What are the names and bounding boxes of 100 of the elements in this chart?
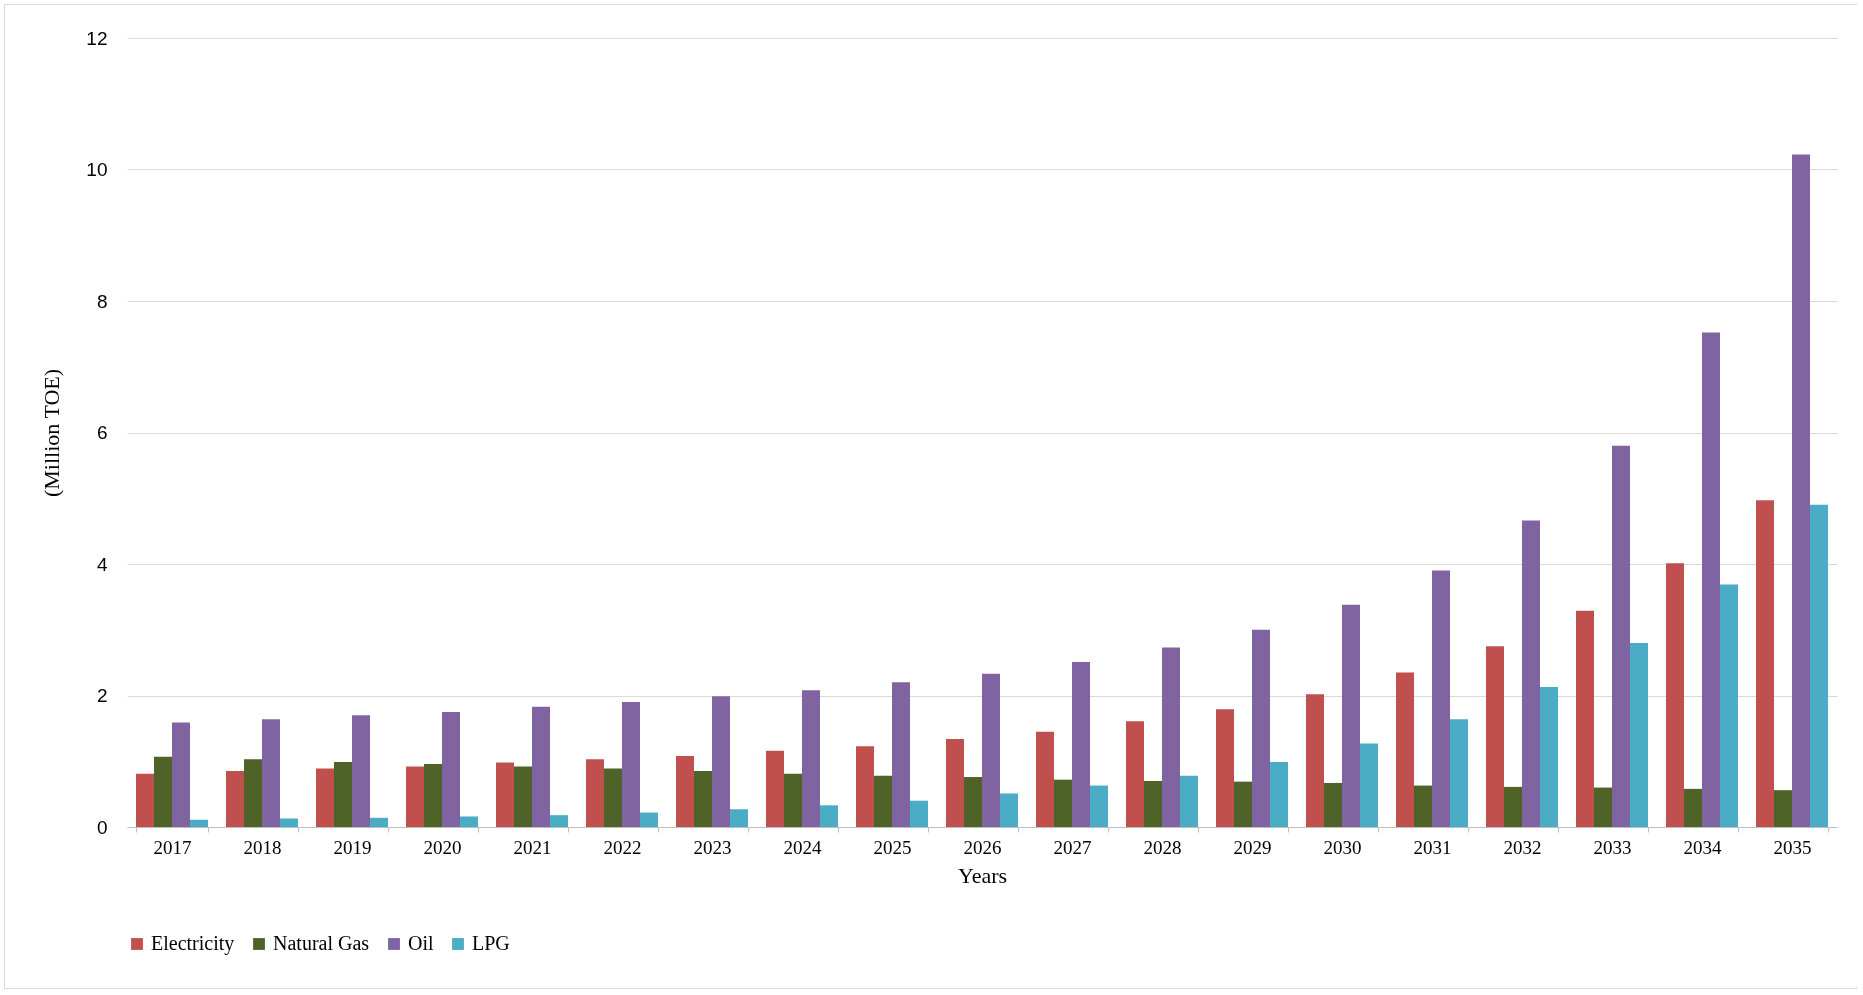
bar [1360, 743, 1378, 827]
y-tick-label: 4 [96, 553, 108, 575]
bar [1540, 686, 1558, 827]
y-tick-label: 8 [96, 290, 108, 312]
bar [694, 771, 712, 827]
y-tick-label: 6 [96, 422, 108, 443]
bar [316, 768, 334, 827]
bar [406, 766, 424, 827]
bar [1342, 604, 1360, 827]
bar [1630, 642, 1648, 827]
bar [1126, 721, 1144, 827]
bar [730, 809, 748, 827]
x-tick-label: 2020 [423, 836, 462, 858]
x-axis-title: Years [957, 862, 1008, 888]
bar [1684, 788, 1702, 827]
bar [1576, 610, 1594, 827]
bar [1234, 781, 1252, 827]
bar [1450, 719, 1468, 827]
bar [1054, 779, 1072, 827]
bar [784, 773, 802, 827]
bar [1144, 780, 1162, 827]
bar [766, 750, 784, 827]
x-tick-label: 2017 [153, 836, 192, 858]
legend-label: Oil [408, 932, 434, 954]
bar [334, 761, 352, 827]
bar [712, 696, 730, 827]
x-tick-label: 2035 [1773, 836, 1812, 858]
bar [676, 755, 694, 827]
bar [1504, 786, 1522, 827]
y-tick-label: 10 [86, 159, 108, 180]
x-tick-label: 2025 [873, 836, 912, 858]
bar [1810, 504, 1828, 827]
bar [1252, 629, 1270, 827]
bar [964, 777, 982, 827]
bar [1756, 500, 1774, 827]
bar [1774, 790, 1792, 827]
bar [262, 719, 280, 827]
bar [1180, 775, 1198, 827]
bar [460, 816, 478, 827]
bar [496, 762, 514, 827]
legend-label: Natural Gas [273, 932, 370, 954]
bar [172, 722, 190, 827]
legend-label: Electricity [151, 932, 235, 955]
bar [1612, 445, 1630, 827]
bar [532, 706, 550, 827]
bar [1720, 584, 1738, 827]
x-tick-label: 2030 [1323, 836, 1362, 858]
x-tick-label: 2023 [693, 836, 732, 858]
y-tick-label: 0 [96, 816, 108, 838]
y-tick-label: 12 [86, 27, 108, 49]
bar [874, 775, 892, 827]
bar [280, 818, 298, 827]
bar [136, 773, 154, 827]
bar [1162, 647, 1180, 827]
bar [244, 759, 262, 827]
bar [550, 815, 568, 827]
x-tick-label: 2021 [513, 836, 552, 858]
bar [1594, 787, 1612, 827]
bar [154, 756, 172, 827]
bar [1432, 570, 1450, 827]
bar [1324, 782, 1342, 827]
bar [982, 673, 1000, 827]
x-tick-label: 2033 [1593, 836, 1632, 858]
x-tick-label: 2032 [1503, 836, 1542, 858]
bar [1036, 731, 1054, 827]
x-tick-label: 2018 [243, 836, 282, 858]
bar [226, 771, 244, 827]
x-tick-label: 2026 [963, 836, 1002, 858]
bar [946, 738, 964, 827]
y-axis-title: (Million TOE) [39, 368, 65, 498]
x-tick-label: 2022 [603, 836, 642, 858]
bar [1792, 154, 1810, 827]
bar [352, 715, 370, 827]
bar [1414, 785, 1432, 827]
bar [604, 768, 622, 827]
x-tick-label: 2031 [1413, 836, 1452, 858]
bar [1000, 793, 1018, 827]
bar [1306, 694, 1324, 827]
bar [802, 690, 820, 827]
bar [1216, 709, 1234, 827]
bar [640, 812, 658, 827]
legend-label: LPG [472, 932, 510, 954]
bar [1072, 661, 1090, 827]
y-tick-label: 2 [96, 685, 108, 706]
x-tick-label: 2019 [333, 836, 372, 858]
x-tick-label: 2024 [783, 836, 822, 858]
bar [856, 746, 874, 827]
bar [442, 711, 460, 827]
bar [892, 682, 910, 827]
x-tick-label: 2028 [1143, 836, 1182, 858]
x-tick-label: 2029 [1233, 836, 1272, 858]
bar [1396, 672, 1414, 827]
x-tick-label: 2034 [1683, 836, 1722, 858]
bar [1522, 520, 1540, 827]
bar [190, 819, 208, 827]
bar [1666, 563, 1684, 827]
bar [424, 763, 442, 827]
bar [1486, 646, 1504, 827]
bar [370, 817, 388, 827]
bar [622, 702, 640, 827]
